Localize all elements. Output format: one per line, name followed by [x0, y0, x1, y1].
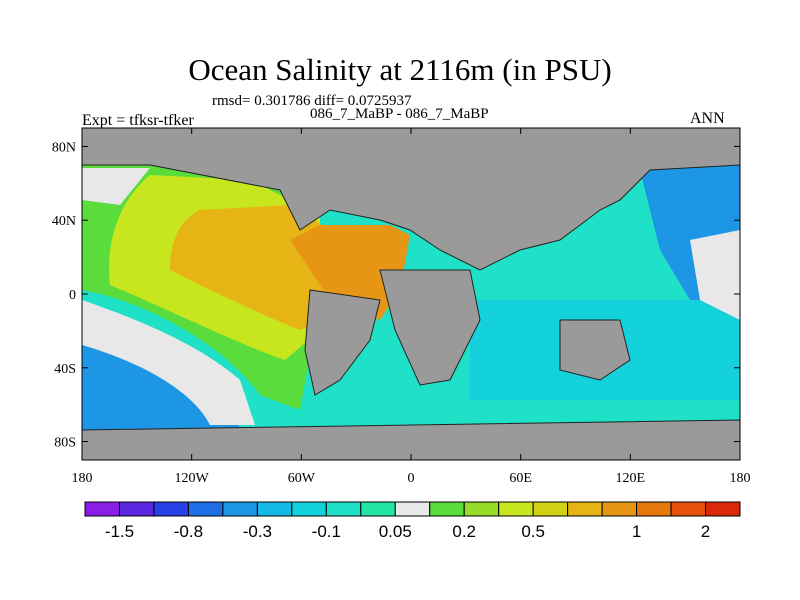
- pacific-positive-high: [170, 205, 330, 330]
- northern-continents: [82, 128, 740, 271]
- colorbar-swatch: [463, 501, 500, 517]
- colorbar-swatch: [360, 501, 396, 517]
- colorbar-label: -0.8: [174, 522, 203, 541]
- colorbar: -1.5 -0.8 -0.3 -0.1 0.05 0.2 0.5 1 2: [84, 501, 741, 541]
- colorbar-swatch: [636, 501, 672, 517]
- x-tick-label: 180: [72, 471, 93, 486]
- africa: [379, 269, 481, 386]
- colorbar-label: 2: [701, 522, 710, 541]
- season-label: ANN: [690, 110, 725, 127]
- x-tick-label: 0: [408, 471, 415, 486]
- chart-subtitle: 086_7_MaBP - 086_7_MaBP: [310, 106, 489, 122]
- y-tick-label: 40N: [52, 214, 76, 229]
- colorbar-swatch: [325, 501, 362, 517]
- colorbar-label: -0.3: [243, 522, 272, 541]
- north-pacific-neutral: [690, 230, 740, 320]
- colorbar-label: 0.2: [452, 522, 476, 541]
- colorbar-label: 0.5: [521, 522, 545, 541]
- atlantic-positive-high: [290, 225, 410, 320]
- colorbar-swatch: [705, 501, 741, 517]
- colorbar-swatch: [394, 501, 431, 517]
- land-masses: [82, 128, 740, 460]
- x-tick-label: 120E: [616, 471, 646, 486]
- x-tick-label: 60E: [509, 471, 532, 486]
- plot-area: [82, 128, 740, 460]
- colorbar-swatch: [222, 501, 258, 517]
- x-tick-label: 180: [730, 471, 751, 486]
- x-tick-label: 120W: [175, 471, 210, 486]
- colorbar-label: 1: [632, 522, 641, 541]
- australia: [559, 319, 631, 381]
- south-america: [304, 289, 381, 396]
- y-tick-label: 40S: [54, 362, 76, 377]
- stats-line: rmsd= 0.301786 diff= 0.0725937: [212, 93, 412, 109]
- colorbar-swatch: [187, 501, 224, 517]
- colorbar-label: -1.5: [105, 522, 134, 541]
- pacific-neutral-band: [82, 300, 255, 425]
- x-tick-label: 60W: [288, 471, 316, 486]
- colorbar-swatch: [670, 501, 707, 517]
- colorbar-swatch: [256, 501, 293, 517]
- colorbar-swatch: [84, 501, 120, 517]
- colorbar-swatch: [118, 501, 155, 517]
- colorbar-swatch: [153, 501, 189, 517]
- axes-layer: 180 120W 60W 0 60E 120E 180 80N 40N 0 40S 80S: [52, 127, 751, 486]
- y-tick-label: 80S: [54, 436, 76, 451]
- y-tick-label: 80N: [52, 140, 76, 155]
- pacific-north-neutral: [82, 168, 150, 205]
- colorbar-label: -0.1: [312, 522, 341, 541]
- colorbar-swatch: [567, 501, 603, 517]
- colorbar-swatch: [498, 501, 534, 517]
- colorbar-swatch: [291, 501, 327, 517]
- colorbar-label: 0.05: [379, 522, 412, 541]
- colorbar-swatch: [601, 501, 638, 517]
- y-tick-label: 0: [69, 288, 76, 303]
- experiment-label: Expt = tfksr-tfker: [82, 112, 194, 129]
- chart-title: Ocean Salinity at 2116m (in PSU): [188, 52, 612, 87]
- antarctica: [82, 419, 740, 460]
- colorbar-swatch: [532, 501, 569, 517]
- colorbar-swatch: [429, 501, 465, 517]
